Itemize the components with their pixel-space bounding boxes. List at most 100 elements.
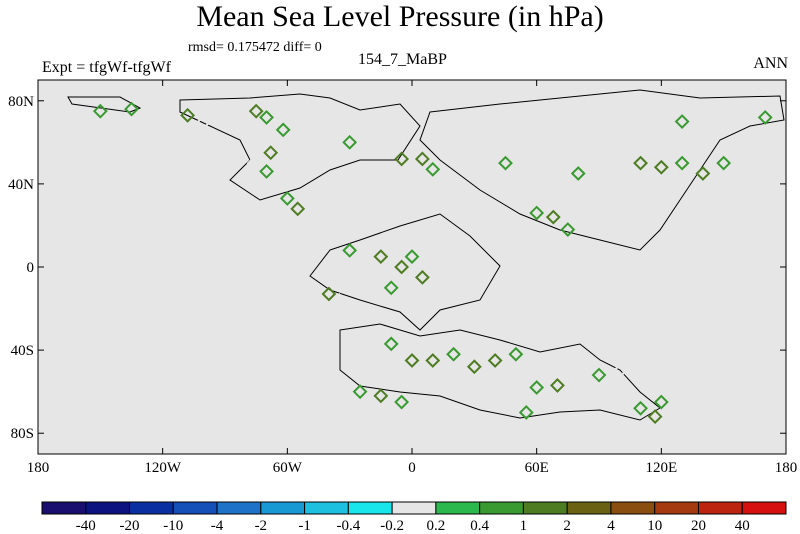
rmsd-label: rmsd= 0.175472 diff= 0 [188,40,322,55]
anomaly-cell-36 [321,286,337,302]
anomaly-cell-49 [591,367,607,383]
anomaly-cell-22 [674,155,690,171]
anomaly-cell-50 [612,363,628,379]
colorbar-box-15 [697,501,743,515]
anomaly-cell-7 [263,145,279,161]
colorbar-box-16 [741,501,787,515]
colorbar-box-6 [304,501,349,515]
colorbar-label-8: 0.2 [427,518,446,534]
coastline-1 [179,93,421,201]
colorbar-box-4 [216,501,262,515]
colorbar-label-1: -20 [120,518,140,534]
anomaly-cell-12 [342,134,358,150]
anomaly-cell-5 [259,109,274,125]
anomaly-cell-47 [550,378,565,393]
anomaly-cell-8 [246,155,262,171]
anomaly-cell-0 [92,103,108,119]
anomaly-cell-30 [342,242,358,258]
anomaly-cell-51 [633,400,648,416]
anomaly-cell-28 [545,209,561,225]
anomaly-cell-55 [394,394,410,410]
anomaly-cell-9 [259,164,274,179]
x-tick-label-5: 120E [645,460,677,476]
x-tick-label-1: 120W [144,460,182,476]
season-label: ANN [753,55,788,72]
y-tick-label-1: 40N [8,177,34,193]
anomaly-cell-1 [124,101,139,117]
anomaly-cell-25 [757,109,773,125]
colorbar-label-3: -4 [211,518,224,534]
anomaly-cell-34 [414,269,430,285]
colorbar-box-3 [172,501,218,515]
colorbar-box-13 [610,501,656,515]
anomaly-cell-35 [383,280,399,296]
colorbar-box-14 [654,501,699,515]
anomaly-cell-33 [404,249,420,265]
anomaly-cell-32 [394,259,410,275]
anomaly-cell-21 [653,159,669,175]
colorbar-label-9: 0.4 [470,518,489,534]
anomaly-cell-6 [275,122,291,138]
anomaly-cell-16 [425,161,441,177]
colorbar-label-13: 10 [647,518,662,534]
anomaly-cell-11 [290,201,306,217]
colorbar-label-2: -10 [163,518,183,534]
colorbar-label-12: 4 [607,518,615,534]
colorbar-box-5 [260,501,306,515]
colorbar-label-15: 40 [735,518,750,534]
coastline-0 [67,96,142,113]
colorbar-label-0: -40 [76,518,96,534]
anomaly-cell-38 [383,336,399,352]
anomaly-cell-37 [331,292,347,308]
y-tick-label-4: 80S [11,426,34,442]
colorbar-label-7: -0.2 [380,518,404,534]
colorbar-box-1 [85,501,131,515]
anomaly-cell-19 [601,155,617,171]
x-tick-label-3: 0 [408,460,416,476]
chart-title: Mean Sea Level Pressure (in hPa) [196,0,604,33]
colorbar-label-10: 1 [520,518,528,534]
anomaly-cell-2 [180,107,196,123]
colorbar-label-4: -2 [255,518,268,534]
colorbar-label-5: -1 [298,518,311,534]
colorbar-box-8 [391,501,437,515]
anomaly-cell-27 [529,205,545,221]
anomaly-cell-53 [653,394,669,410]
x-tick-label-2: 60W [273,460,303,476]
anomaly-cell-14 [414,151,430,167]
anomaly-cell-18 [570,166,586,181]
colorbar-label-11: 2 [563,518,571,534]
coastline-2 [419,89,785,251]
anomaly-cell-13 [394,151,410,167]
colorbar-label-14: 20 [691,518,706,534]
anomaly-cell-42 [466,359,482,375]
colorbar-box-11 [522,501,568,515]
anomaly-cell-52 [647,409,663,425]
anomaly-cell-17 [498,155,513,171]
anomaly-cell-26 [674,114,690,129]
case-label: 154_7_MaBP [358,51,447,68]
anomaly-cell-15 [404,159,420,175]
anomaly-cell-3 [196,114,212,129]
anomaly-cell-29 [560,222,576,238]
anomaly-cell-39 [404,353,420,368]
anomaly-cell-40 [425,353,441,368]
colorbar-box-12 [566,501,612,515]
x-tick-label-0: 180 [27,460,50,476]
anomaly-cell-41 [446,346,461,362]
y-tick-label-3: 40S [11,343,34,359]
x-tick-label-4: 60E [525,460,549,476]
anomaly-cell-45 [483,373,499,389]
anomaly-cell-24 [716,155,732,171]
anomaly-cell-43 [487,353,503,368]
colorbar-box-0 [41,501,87,515]
colorbar-box-9 [435,501,481,515]
anomaly-cell-10 [279,191,295,206]
colorbar-box-2 [129,501,174,515]
colorbar-box-7 [347,501,393,515]
colorbar-label-6: -0.4 [336,518,360,534]
anomaly-cell-54 [373,388,389,404]
anomaly-cell-44 [508,346,524,362]
x-tick-label-6: 180 [775,460,798,476]
